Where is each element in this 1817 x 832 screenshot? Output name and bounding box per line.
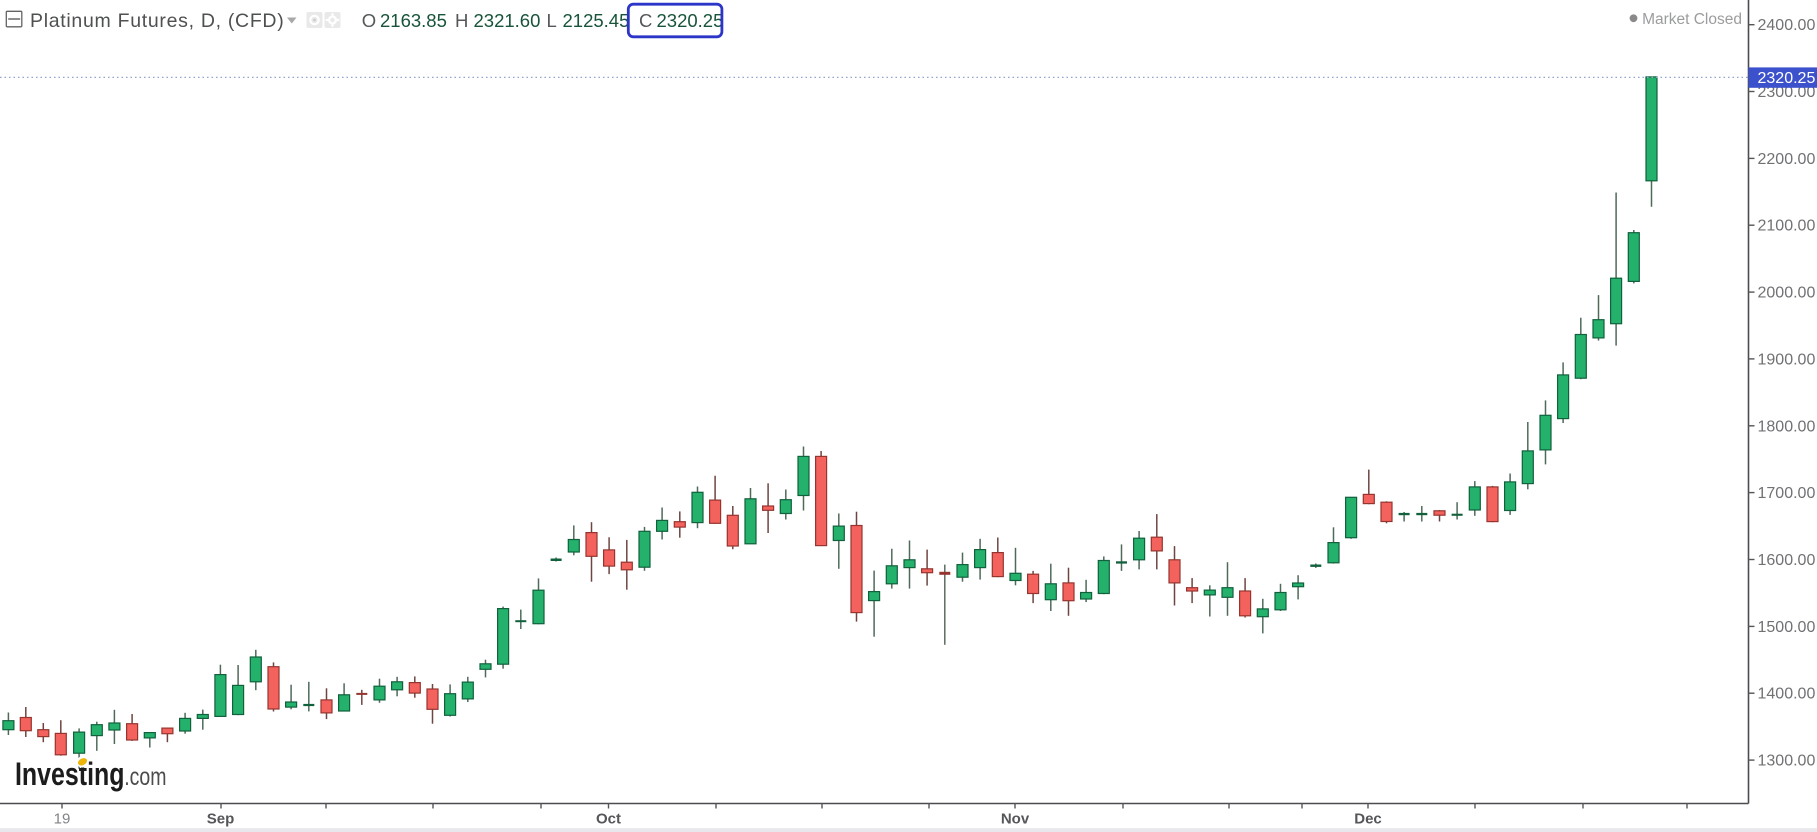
svg-text:.com: .com: [124, 763, 166, 791]
svg-text:2320.25: 2320.25: [1758, 70, 1816, 87]
svg-text:Platinum Futures, D, (CFD): Platinum Futures, D, (CFD): [30, 10, 284, 32]
svg-text:2000.00: 2000.00: [1758, 285, 1816, 302]
svg-text:H: H: [455, 10, 468, 31]
svg-text:2300.00: 2300.00: [1758, 84, 1816, 101]
svg-text:Dec: Dec: [1354, 811, 1382, 828]
svg-text:1300.00: 1300.00: [1758, 753, 1816, 770]
svg-text:O: O: [362, 10, 376, 31]
svg-text:C: C: [639, 10, 652, 31]
svg-text:2200.00: 2200.00: [1758, 151, 1816, 168]
svg-text:Sep: Sep: [207, 811, 235, 828]
svg-text:19: 19: [54, 811, 71, 828]
svg-text:Market Closed: Market Closed: [1642, 11, 1742, 28]
svg-text:2320.25: 2320.25: [657, 10, 724, 31]
svg-text:1800.00: 1800.00: [1758, 418, 1816, 435]
svg-text:Investing: Investing: [15, 757, 125, 793]
svg-text:Nov: Nov: [1001, 811, 1030, 828]
svg-text:1400.00: 1400.00: [1758, 686, 1816, 703]
svg-text:Oct: Oct: [596, 811, 621, 828]
svg-text:2400.00: 2400.00: [1758, 17, 1816, 34]
svg-text:1700.00: 1700.00: [1758, 485, 1816, 502]
svg-text:2163.85: 2163.85: [380, 10, 447, 31]
svg-text:L: L: [547, 10, 557, 31]
svg-text:2100.00: 2100.00: [1758, 218, 1816, 235]
svg-text:1900.00: 1900.00: [1758, 351, 1816, 368]
svg-text:1600.00: 1600.00: [1758, 552, 1816, 569]
svg-text:2321.60: 2321.60: [474, 10, 541, 31]
svg-text:2125.45: 2125.45: [563, 10, 630, 31]
svg-text:1500.00: 1500.00: [1758, 619, 1816, 636]
